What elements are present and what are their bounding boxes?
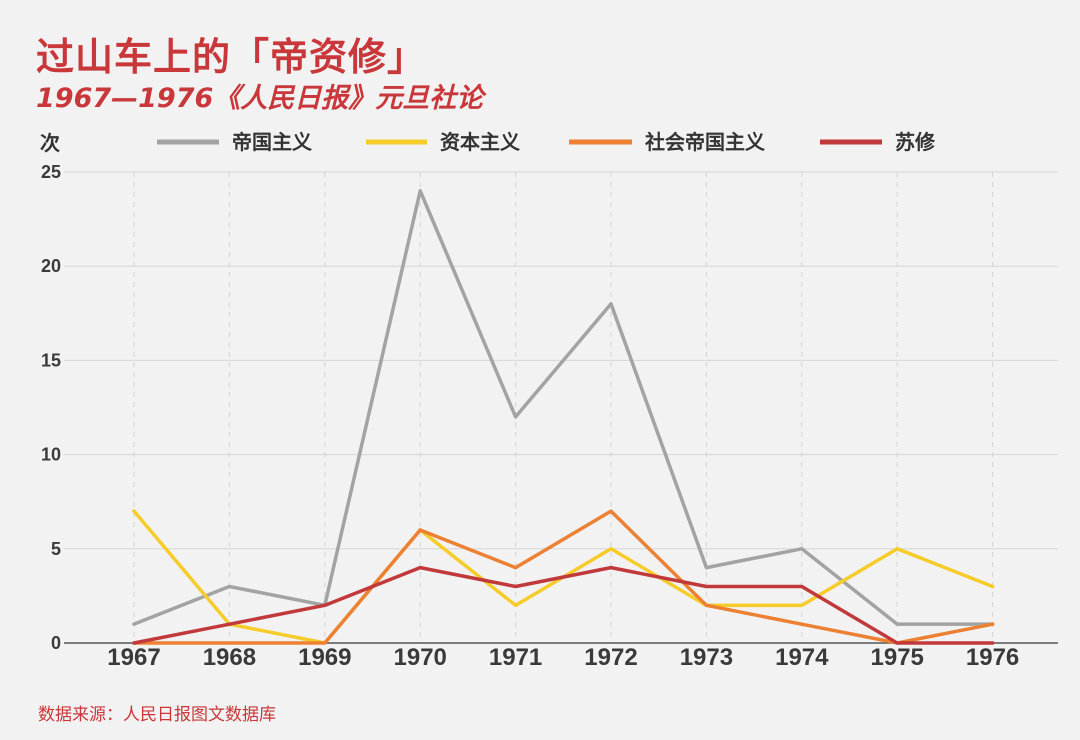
y-tick-label: 15 [41,350,61,370]
x-tick-label: 1972 [584,644,637,671]
x-tick-label: 1969 [298,644,351,671]
y-tick-label: 20 [41,256,61,276]
data-point [609,566,613,570]
data-point [704,566,709,570]
data-point [991,584,995,589]
data-point [895,622,899,626]
data-point [704,603,709,607]
data-point [991,622,995,626]
y-tick-label: 5 [51,539,61,559]
data-point [609,302,613,306]
data-point [514,603,518,607]
data-point [132,641,136,645]
legend-label: 社会帝国主义 [644,130,765,154]
chart-title: 过山车上的「帝资修」 [36,35,427,79]
data-point [514,415,518,419]
data-point [800,584,804,589]
x-tick-label: 1973 [680,644,733,671]
data-point [895,641,899,645]
data-point [418,566,422,570]
data-point [991,641,995,645]
x-tick-label: 1974 [775,644,829,671]
data-point [800,603,804,607]
x-tick-label: 1968 [203,644,256,671]
data-point [418,528,422,532]
data-point [895,547,899,551]
data-point [514,584,518,589]
data-point [323,641,327,645]
data-point [800,622,804,626]
y-axis-label: 次 [40,131,60,155]
data-point [609,509,613,513]
y-tick-label: 0 [51,633,61,653]
legend-label: 苏修 [895,130,936,154]
data-source-note: 数据来源：人民日报图文数据库 [38,705,276,725]
data-point [227,641,231,645]
x-tick-label: 1971 [489,644,542,671]
legend-label: 帝国主义 [232,130,312,154]
data-point [609,547,613,551]
x-tick-label: 1976 [966,644,1019,671]
data-point [418,189,422,193]
y-tick-label: 25 [41,162,61,182]
x-tick-label: 1970 [394,644,447,671]
data-point [514,566,518,570]
data-point [323,603,327,607]
y-tick-label: 10 [41,445,61,465]
data-point [800,547,804,551]
x-tick-label: 1967 [107,644,160,671]
data-point [227,622,231,626]
data-point [704,584,709,589]
data-point [132,509,136,513]
series-line [132,189,995,626]
x-tick-label: 1975 [871,644,924,671]
chart-subtitle: 1967—1976《人民日报》元旦社论 [36,83,484,114]
series-line [132,565,995,645]
series-line [132,509,995,645]
data-point [227,584,231,589]
legend-label: 资本主义 [440,130,520,154]
data-point [132,622,136,626]
